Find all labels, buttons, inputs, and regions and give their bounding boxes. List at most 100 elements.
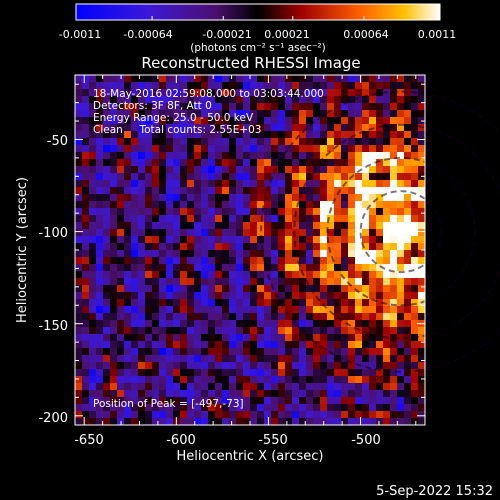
heatmap-pixel — [348, 278, 356, 286]
heatmap-pixel — [82, 327, 90, 335]
heatmap-pixel — [257, 96, 265, 104]
heatmap-pixel — [313, 187, 321, 195]
heatmap-pixel — [257, 173, 265, 181]
heatmap-pixel — [117, 306, 125, 314]
heatmap-pixel — [334, 383, 342, 391]
heatmap-pixel — [390, 369, 398, 377]
heatmap-pixel — [299, 306, 307, 314]
heatmap-pixel — [278, 243, 286, 251]
heatmap-pixel — [131, 82, 139, 90]
heatmap-pixel — [103, 411, 111, 419]
heatmap-pixel — [418, 376, 426, 384]
heatmap-pixel — [166, 264, 174, 272]
heatmap-pixel — [376, 152, 384, 160]
heatmap-pixel — [222, 404, 230, 412]
heatmap-pixel — [159, 306, 167, 314]
heatmap-pixel — [236, 355, 244, 363]
heatmap-pixel — [376, 355, 384, 363]
heatmap-pixel — [187, 306, 195, 314]
heatmap-pixel — [222, 285, 230, 293]
heatmap-pixel — [355, 348, 363, 356]
heatmap-pixel — [166, 271, 174, 279]
heatmap-pixel — [341, 397, 349, 405]
heatmap-pixel — [264, 103, 272, 111]
heatmap-pixel — [243, 131, 251, 139]
heatmap-pixel — [369, 418, 377, 426]
heatmap-pixel — [124, 145, 132, 153]
heatmap-pixel — [222, 306, 230, 314]
heatmap-pixel — [334, 390, 342, 398]
heatmap-pixel — [362, 257, 370, 265]
heatmap-pixel — [243, 166, 251, 174]
heatmap-pixel — [418, 327, 426, 335]
heatmap-pixel — [236, 313, 244, 321]
heatmap-pixel — [299, 411, 307, 419]
heatmap-pixel — [110, 411, 118, 419]
heatmap-pixel — [411, 229, 419, 237]
heatmap-pixel — [376, 243, 384, 251]
heatmap-pixel — [369, 355, 377, 363]
heatmap-pixel — [362, 180, 370, 188]
heatmap-pixel — [82, 404, 90, 412]
heatmap-pixel — [334, 159, 342, 167]
heatmap-pixel — [145, 348, 153, 356]
heatmap-pixel — [152, 348, 160, 356]
heatmap-pixel — [208, 103, 216, 111]
heatmap-pixel — [313, 103, 321, 111]
heatmap-pixel — [103, 257, 111, 265]
heatmap-pixel — [110, 215, 118, 223]
heatmap-pixel — [222, 418, 230, 426]
heatmap-pixel — [313, 411, 321, 419]
heatmap-pixel — [159, 271, 167, 279]
heatmap-pixel — [313, 96, 321, 104]
heatmap-pixel — [180, 313, 188, 321]
heatmap-pixel — [208, 82, 216, 90]
heatmap-pixel — [355, 75, 363, 83]
heatmap-pixel — [285, 348, 293, 356]
heatmap-pixel — [75, 89, 83, 97]
heatmap-pixel — [313, 201, 321, 209]
heatmap-pixel — [159, 341, 167, 349]
heatmap-pixel — [397, 124, 405, 132]
heatmap-pixel — [194, 376, 202, 384]
heatmap-pixel — [327, 278, 335, 286]
heatmap-pixel — [89, 215, 97, 223]
heatmap-pixel — [327, 82, 335, 90]
heatmap-pixel — [369, 82, 377, 90]
heatmap-pixel — [404, 320, 412, 328]
heatmap-pixel — [306, 229, 314, 237]
heatmap-pixel — [236, 341, 244, 349]
heatmap-pixel — [124, 250, 132, 258]
heatmap-pixel — [264, 145, 272, 153]
heatmap-pixel — [362, 299, 370, 307]
heatmap-pixel — [334, 404, 342, 412]
heatmap-pixel — [103, 334, 111, 342]
heatmap-pixel — [250, 82, 258, 90]
heatmap-pixel — [208, 341, 216, 349]
heatmap-pixel — [355, 411, 363, 419]
heatmap-pixel — [292, 313, 300, 321]
heatmap-pixel — [362, 418, 370, 426]
heatmap-pixel — [229, 383, 237, 391]
heatmap-pixel — [383, 201, 391, 209]
heatmap-pixel — [257, 243, 265, 251]
heatmap-pixel — [306, 334, 314, 342]
heatmap-pixel — [306, 271, 314, 279]
heatmap-pixel — [89, 194, 97, 202]
heatmap-pixel — [264, 201, 272, 209]
heatmap-pixel — [390, 362, 398, 370]
heatmap-pixel — [117, 320, 125, 328]
heatmap-pixel — [397, 117, 405, 125]
heatmap-pixel — [327, 376, 335, 384]
annotation-clean: Clean Total counts: 2.55E+03 — [93, 124, 262, 136]
heatmap-pixel — [124, 159, 132, 167]
heatmap-pixel — [264, 334, 272, 342]
heatmap-pixel — [320, 313, 328, 321]
heatmap-pixel — [285, 418, 293, 426]
heatmap-pixel — [271, 369, 279, 377]
heatmap-pixel — [89, 82, 97, 90]
heatmap-pixel — [145, 383, 153, 391]
heatmap-pixel — [292, 152, 300, 160]
heatmap-pixel — [187, 222, 195, 230]
heatmap-pixel — [404, 152, 412, 160]
